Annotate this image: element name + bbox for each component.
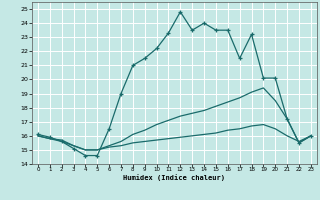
X-axis label: Humidex (Indice chaleur): Humidex (Indice chaleur) bbox=[124, 174, 225, 181]
